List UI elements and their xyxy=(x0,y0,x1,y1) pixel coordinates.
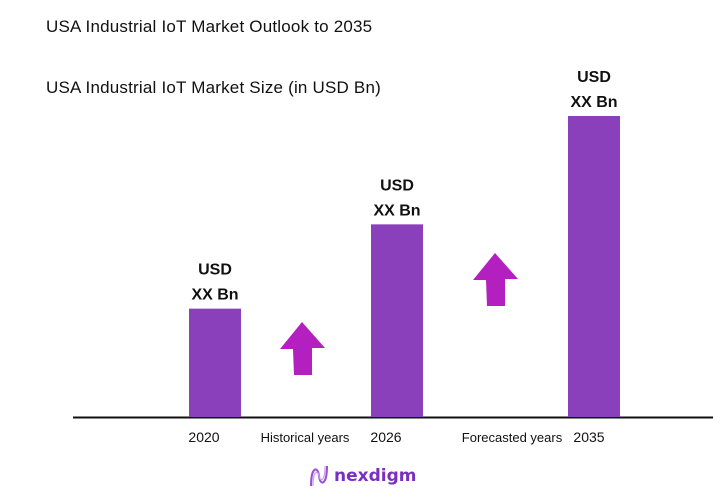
logo-wave-icon xyxy=(310,465,328,487)
period-label: Historical years xyxy=(261,430,350,445)
x-tick-label: 2020 xyxy=(188,429,219,445)
chart-subtitle: USA Industrial IoT Market Size (in USD B… xyxy=(46,78,381,97)
x-tick-label: 2026 xyxy=(370,429,401,445)
data-label-2026: USD xyxy=(380,177,414,194)
bar-2035 xyxy=(568,116,620,417)
page-title: USA Industrial IoT Market Outlook to 203… xyxy=(46,17,373,36)
period-label: Forecasted years xyxy=(462,430,563,445)
data-label-2035: XX Bn xyxy=(570,94,617,111)
nexdigm-logo: nexdigm xyxy=(308,464,416,488)
x-tick-label: 2035 xyxy=(573,429,604,445)
data-label-2026: XX Bn xyxy=(373,202,420,219)
bar-2026 xyxy=(371,224,423,417)
bar-2020 xyxy=(189,308,241,417)
data-label-2020: USD xyxy=(198,262,232,279)
up-arrow-icon xyxy=(473,253,518,306)
data-label-2035: USD xyxy=(577,69,611,86)
data-label-2020: XX Bn xyxy=(191,287,238,304)
up-arrow-icon xyxy=(280,322,325,375)
